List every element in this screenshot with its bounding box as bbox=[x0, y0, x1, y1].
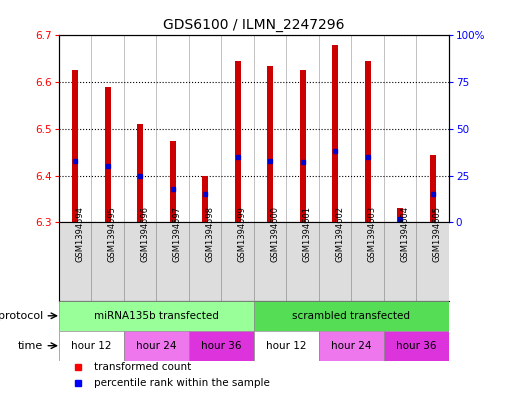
Title: GDS6100 / ILMN_2247296: GDS6100 / ILMN_2247296 bbox=[163, 18, 345, 31]
Bar bbox=[384, 222, 417, 301]
Text: GSM1394603: GSM1394603 bbox=[368, 206, 377, 262]
Bar bbox=[365, 61, 370, 222]
Bar bbox=[417, 222, 449, 301]
Text: percentile rank within the sample: percentile rank within the sample bbox=[94, 378, 270, 388]
Bar bbox=[124, 222, 156, 301]
Bar bbox=[319, 222, 351, 301]
Bar bbox=[384, 331, 449, 361]
Bar bbox=[202, 176, 208, 222]
Bar bbox=[124, 331, 189, 361]
Bar bbox=[351, 222, 384, 301]
Bar bbox=[59, 331, 124, 361]
Bar bbox=[235, 61, 241, 222]
Text: GSM1394602: GSM1394602 bbox=[335, 206, 344, 262]
Text: GSM1394599: GSM1394599 bbox=[238, 206, 247, 262]
Text: GSM1394605: GSM1394605 bbox=[432, 206, 442, 262]
Bar bbox=[254, 222, 286, 301]
Bar bbox=[91, 222, 124, 301]
Text: hour 12: hour 12 bbox=[71, 341, 112, 351]
Text: GSM1394597: GSM1394597 bbox=[173, 206, 182, 262]
Bar bbox=[59, 301, 254, 331]
Bar bbox=[189, 331, 254, 361]
Bar bbox=[286, 222, 319, 301]
Bar bbox=[397, 208, 403, 222]
Text: GSM1394604: GSM1394604 bbox=[400, 206, 409, 262]
Bar bbox=[332, 45, 338, 222]
Text: GSM1394600: GSM1394600 bbox=[270, 206, 279, 262]
Bar bbox=[105, 87, 111, 222]
Text: hour 36: hour 36 bbox=[396, 341, 437, 351]
Text: GSM1394598: GSM1394598 bbox=[205, 206, 214, 262]
Bar bbox=[254, 331, 319, 361]
Bar bbox=[72, 70, 78, 222]
Text: transformed count: transformed count bbox=[94, 362, 191, 372]
Bar bbox=[59, 222, 91, 301]
Bar bbox=[137, 124, 143, 222]
Bar bbox=[170, 141, 175, 222]
Bar bbox=[156, 222, 189, 301]
Text: time: time bbox=[17, 341, 43, 351]
Text: hour 24: hour 24 bbox=[136, 341, 176, 351]
Text: scrambled transfected: scrambled transfected bbox=[292, 311, 410, 321]
Text: hour 36: hour 36 bbox=[201, 341, 242, 351]
Text: hour 24: hour 24 bbox=[331, 341, 371, 351]
Text: GSM1394594: GSM1394594 bbox=[75, 206, 84, 262]
Bar bbox=[254, 301, 449, 331]
Text: hour 12: hour 12 bbox=[266, 341, 307, 351]
Bar bbox=[319, 331, 384, 361]
Text: GSM1394596: GSM1394596 bbox=[140, 206, 149, 262]
Text: GSM1394595: GSM1394595 bbox=[108, 206, 117, 262]
Bar bbox=[267, 66, 273, 222]
Bar bbox=[430, 154, 436, 222]
Text: GSM1394601: GSM1394601 bbox=[303, 206, 312, 262]
Bar bbox=[300, 70, 306, 222]
Text: protocol: protocol bbox=[0, 311, 43, 321]
Bar bbox=[222, 222, 254, 301]
Text: miRNA135b transfected: miRNA135b transfected bbox=[94, 311, 219, 321]
Bar bbox=[189, 222, 222, 301]
